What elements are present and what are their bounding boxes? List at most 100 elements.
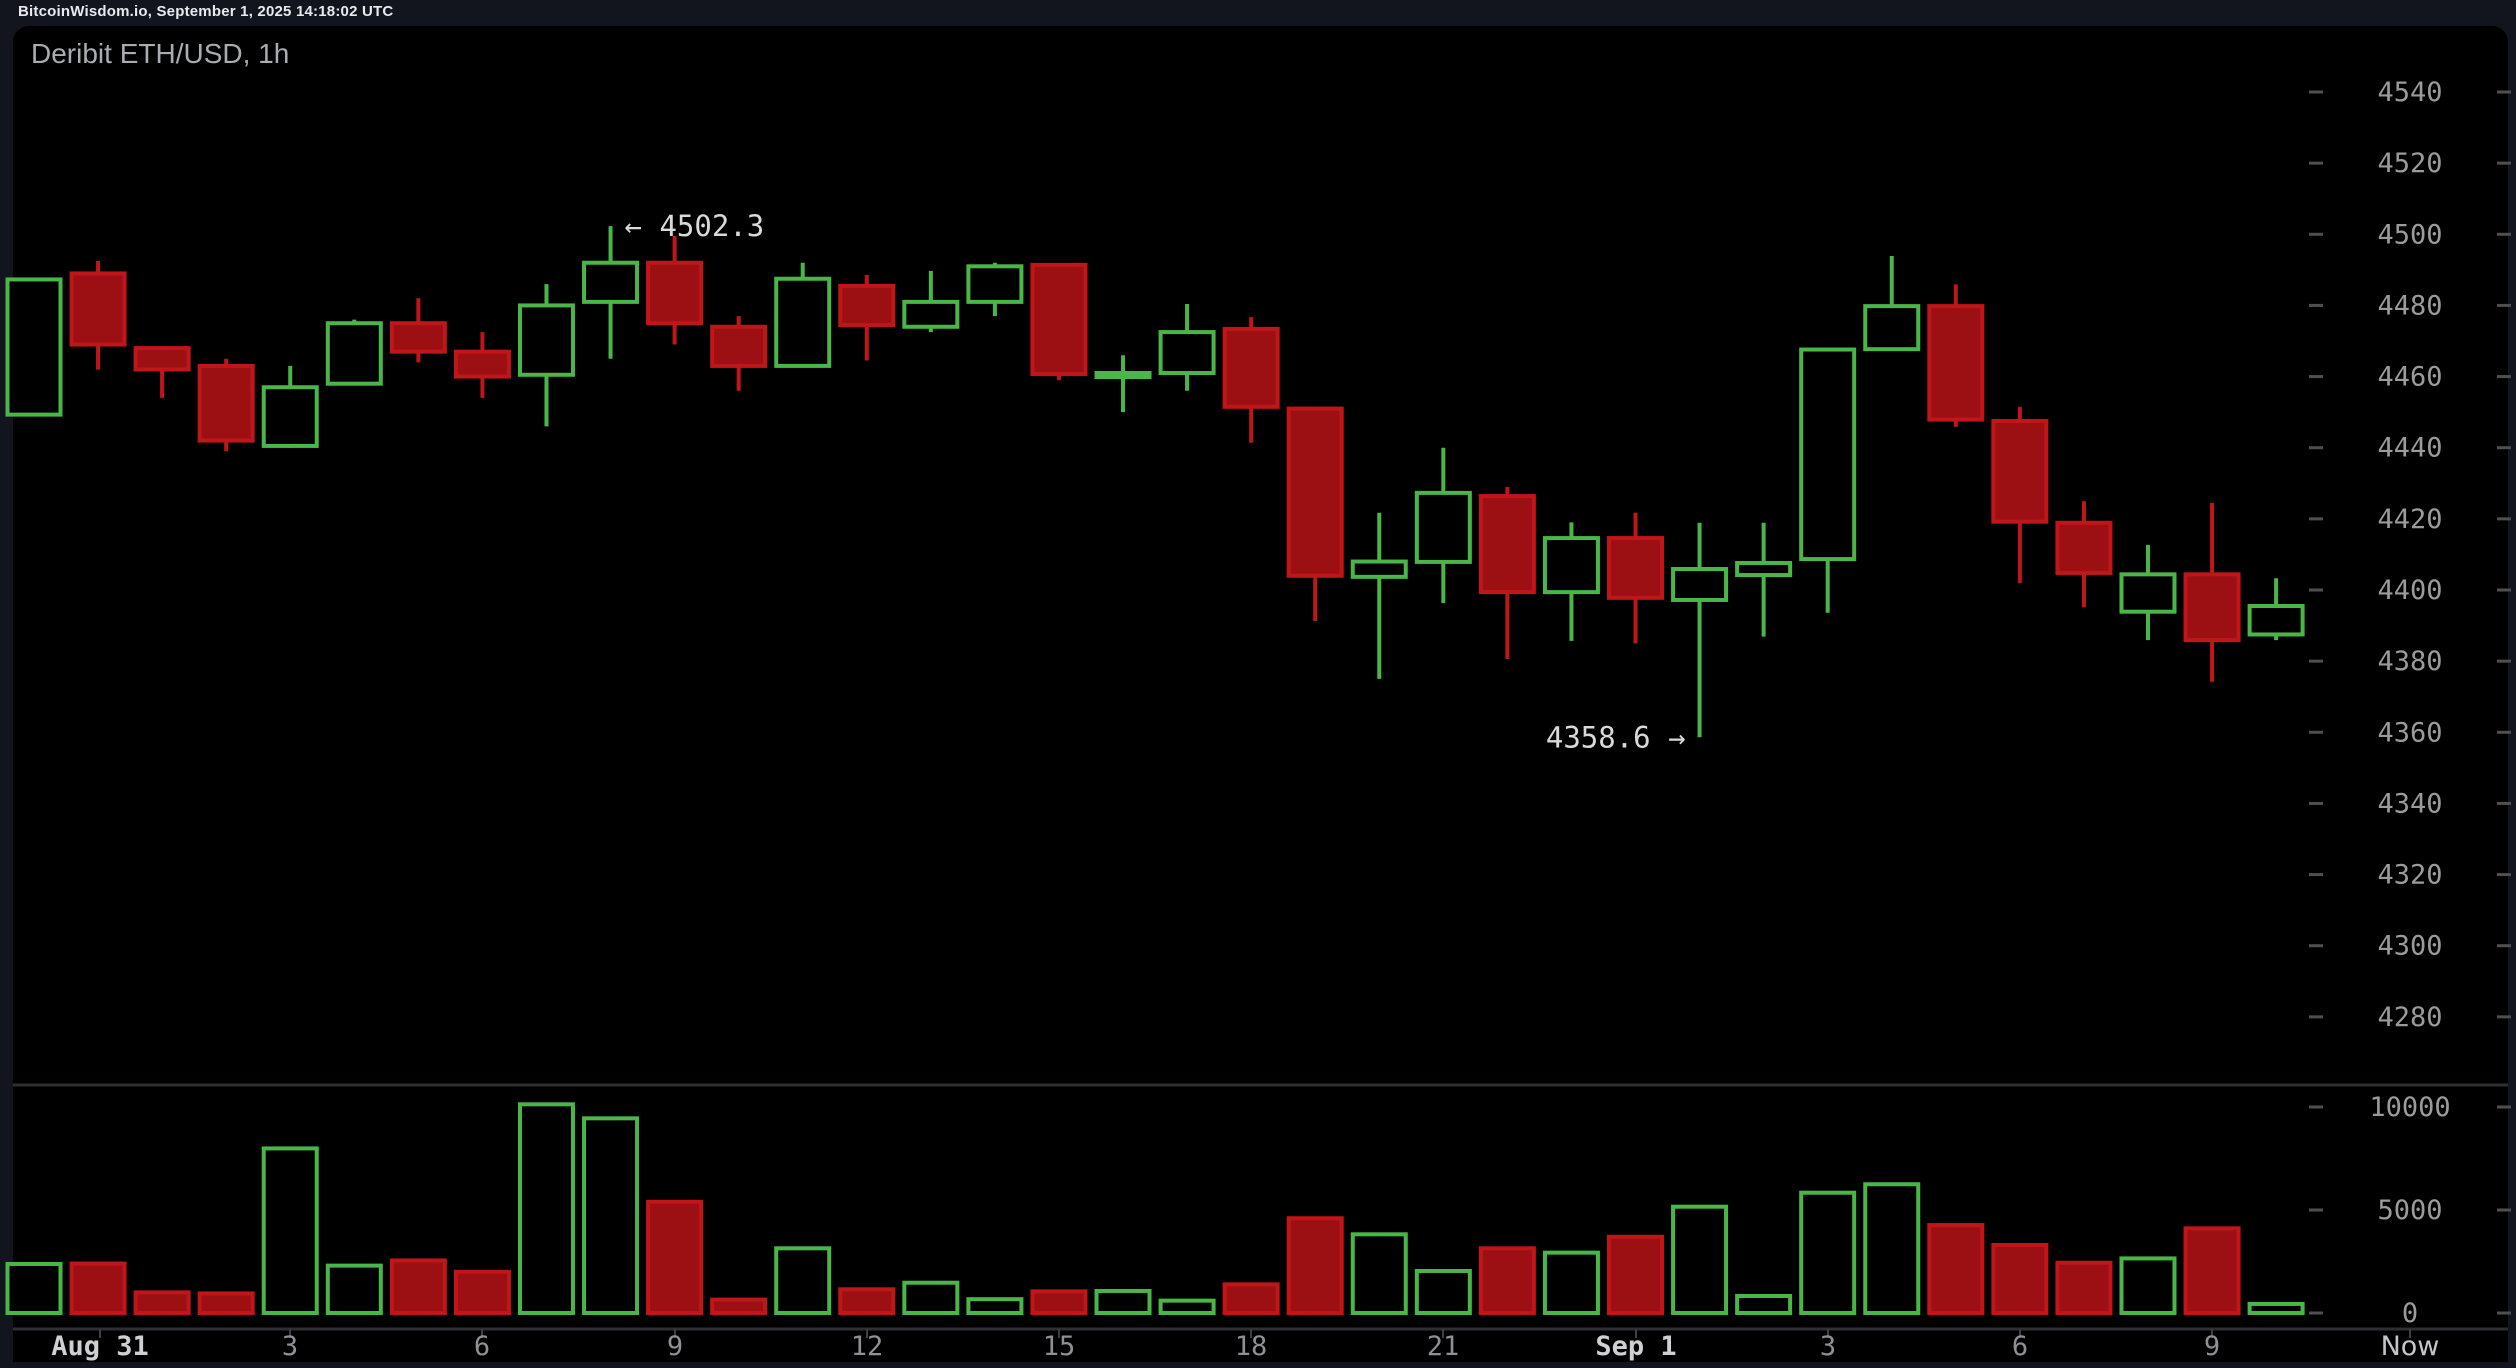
- candle[interactable]: [2247, 578, 2305, 641]
- volume-bar[interactable]: [1927, 1223, 1985, 1315]
- volume-bar[interactable]: [69, 1261, 127, 1316]
- candle-body: [1158, 330, 1216, 376]
- candle-body: [902, 299, 960, 329]
- volume-bar[interactable]: [517, 1102, 575, 1316]
- candle[interactable]: [1158, 304, 1216, 391]
- volume-bar[interactable]: [1799, 1190, 1857, 1316]
- time-tick-label: Aug 31: [51, 1331, 149, 1362]
- candle-body: [1735, 560, 1793, 578]
- candle-body: [1927, 304, 1985, 422]
- candle[interactable]: [1286, 406, 1344, 621]
- candle-body: [966, 264, 1024, 304]
- candle[interactable]: [1607, 512, 1664, 644]
- candle[interactable]: [1030, 262, 1088, 381]
- candle[interactable]: [261, 365, 319, 448]
- candle[interactable]: [197, 358, 255, 452]
- volume-bar[interactable]: [902, 1280, 960, 1316]
- volume-bar[interactable]: [710, 1297, 768, 1315]
- candle-body: [1414, 490, 1472, 564]
- candle[interactable]: [5, 277, 63, 417]
- candle-body: [2247, 604, 2305, 637]
- volume-bar[interactable]: [1478, 1246, 1536, 1316]
- volume-bar[interactable]: [1542, 1250, 1600, 1315]
- candle[interactable]: [517, 284, 575, 427]
- volume-bar[interactable]: [838, 1287, 896, 1316]
- volume-bar[interactable]: [133, 1290, 191, 1316]
- candle-body: [1863, 304, 1921, 352]
- time-tick-label: 15: [1043, 1331, 1076, 1362]
- candle[interactable]: [902, 270, 960, 333]
- candle-body: [582, 260, 640, 304]
- candle-body: [2119, 572, 2177, 614]
- candle[interactable]: [325, 319, 383, 386]
- volume-bar[interactable]: [453, 1269, 511, 1316]
- time-tick-label: Sep 1: [1595, 1331, 1676, 1362]
- volume-bar[interactable]: [1414, 1268, 1472, 1315]
- volume-bar[interactable]: [1607, 1234, 1664, 1316]
- candle[interactable]: [1350, 512, 1408, 679]
- candle[interactable]: [1671, 522, 1729, 738]
- candle-body: [389, 321, 447, 354]
- volume-bar[interactable]: [325, 1263, 383, 1315]
- volume-bar[interactable]: [1030, 1289, 1088, 1315]
- candle[interactable]: [1542, 522, 1600, 641]
- time-tick-label: 12: [851, 1331, 884, 1362]
- candle[interactable]: [389, 298, 447, 363]
- candle[interactable]: [582, 226, 640, 359]
- candle[interactable]: [1863, 255, 1921, 352]
- volume-bar[interactable]: [774, 1246, 832, 1316]
- volume-bar[interactable]: [1094, 1288, 1152, 1316]
- volume-bar[interactable]: [1286, 1216, 1344, 1315]
- candle[interactable]: [710, 316, 768, 391]
- volume-bar[interactable]: [1863, 1182, 1921, 1315]
- candle[interactable]: [1094, 355, 1152, 413]
- candle-body: [5, 277, 63, 417]
- candle[interactable]: [69, 260, 127, 370]
- candle[interactable]: [646, 236, 704, 345]
- candle[interactable]: [1927, 284, 1985, 427]
- candle-body: [1607, 536, 1664, 600]
- candle-body: [261, 385, 319, 448]
- time-tick-label: 3: [282, 1331, 298, 1362]
- candle[interactable]: [2119, 544, 2177, 641]
- candle-body: [1350, 559, 1408, 579]
- candle[interactable]: [774, 262, 832, 368]
- time-tick-label: 21: [1427, 1331, 1460, 1362]
- volume-bar[interactable]: [1222, 1282, 1280, 1315]
- candle-body: [1286, 406, 1344, 578]
- candle[interactable]: [1991, 406, 2049, 584]
- candle[interactable]: [1799, 347, 1857, 613]
- volume-bar[interactable]: [1350, 1232, 1408, 1315]
- volume-bar[interactable]: [966, 1297, 1024, 1315]
- candle[interactable]: [838, 274, 896, 361]
- candle[interactable]: [453, 332, 511, 398]
- candle[interactable]: [1414, 447, 1472, 604]
- volume-bar[interactable]: [1735, 1294, 1793, 1316]
- volume-bar[interactable]: [1158, 1298, 1216, 1316]
- volume-bar[interactable]: [2055, 1260, 2113, 1315]
- volume-bar[interactable]: [1991, 1243, 2049, 1316]
- volume-bar[interactable]: [5, 1261, 63, 1316]
- volume-bar[interactable]: [582, 1116, 640, 1315]
- volume-bar[interactable]: [197, 1291, 255, 1316]
- candle-body: [517, 303, 575, 377]
- candle[interactable]: [2183, 502, 2241, 682]
- volume-bar[interactable]: [389, 1258, 447, 1315]
- volume-bar[interactable]: [646, 1199, 704, 1316]
- volume-bar[interactable]: [2247, 1301, 2305, 1316]
- candle[interactable]: [966, 262, 1024, 317]
- volume-bar[interactable]: [261, 1146, 319, 1315]
- price-tick-label: 4360: [2377, 717, 2442, 748]
- candle[interactable]: [2055, 501, 2113, 608]
- candle-body: [774, 276, 832, 368]
- time-tick-label: 18: [1235, 1331, 1268, 1362]
- candle[interactable]: [133, 346, 191, 398]
- volume-bar[interactable]: [1671, 1204, 1729, 1315]
- candle[interactable]: [1222, 317, 1280, 443]
- volume-bar[interactable]: [2119, 1256, 2177, 1316]
- volume-bar[interactable]: [2183, 1226, 2241, 1315]
- candle[interactable]: [1735, 522, 1793, 637]
- candle[interactable]: [1478, 486, 1536, 660]
- candle-body: [133, 346, 191, 372]
